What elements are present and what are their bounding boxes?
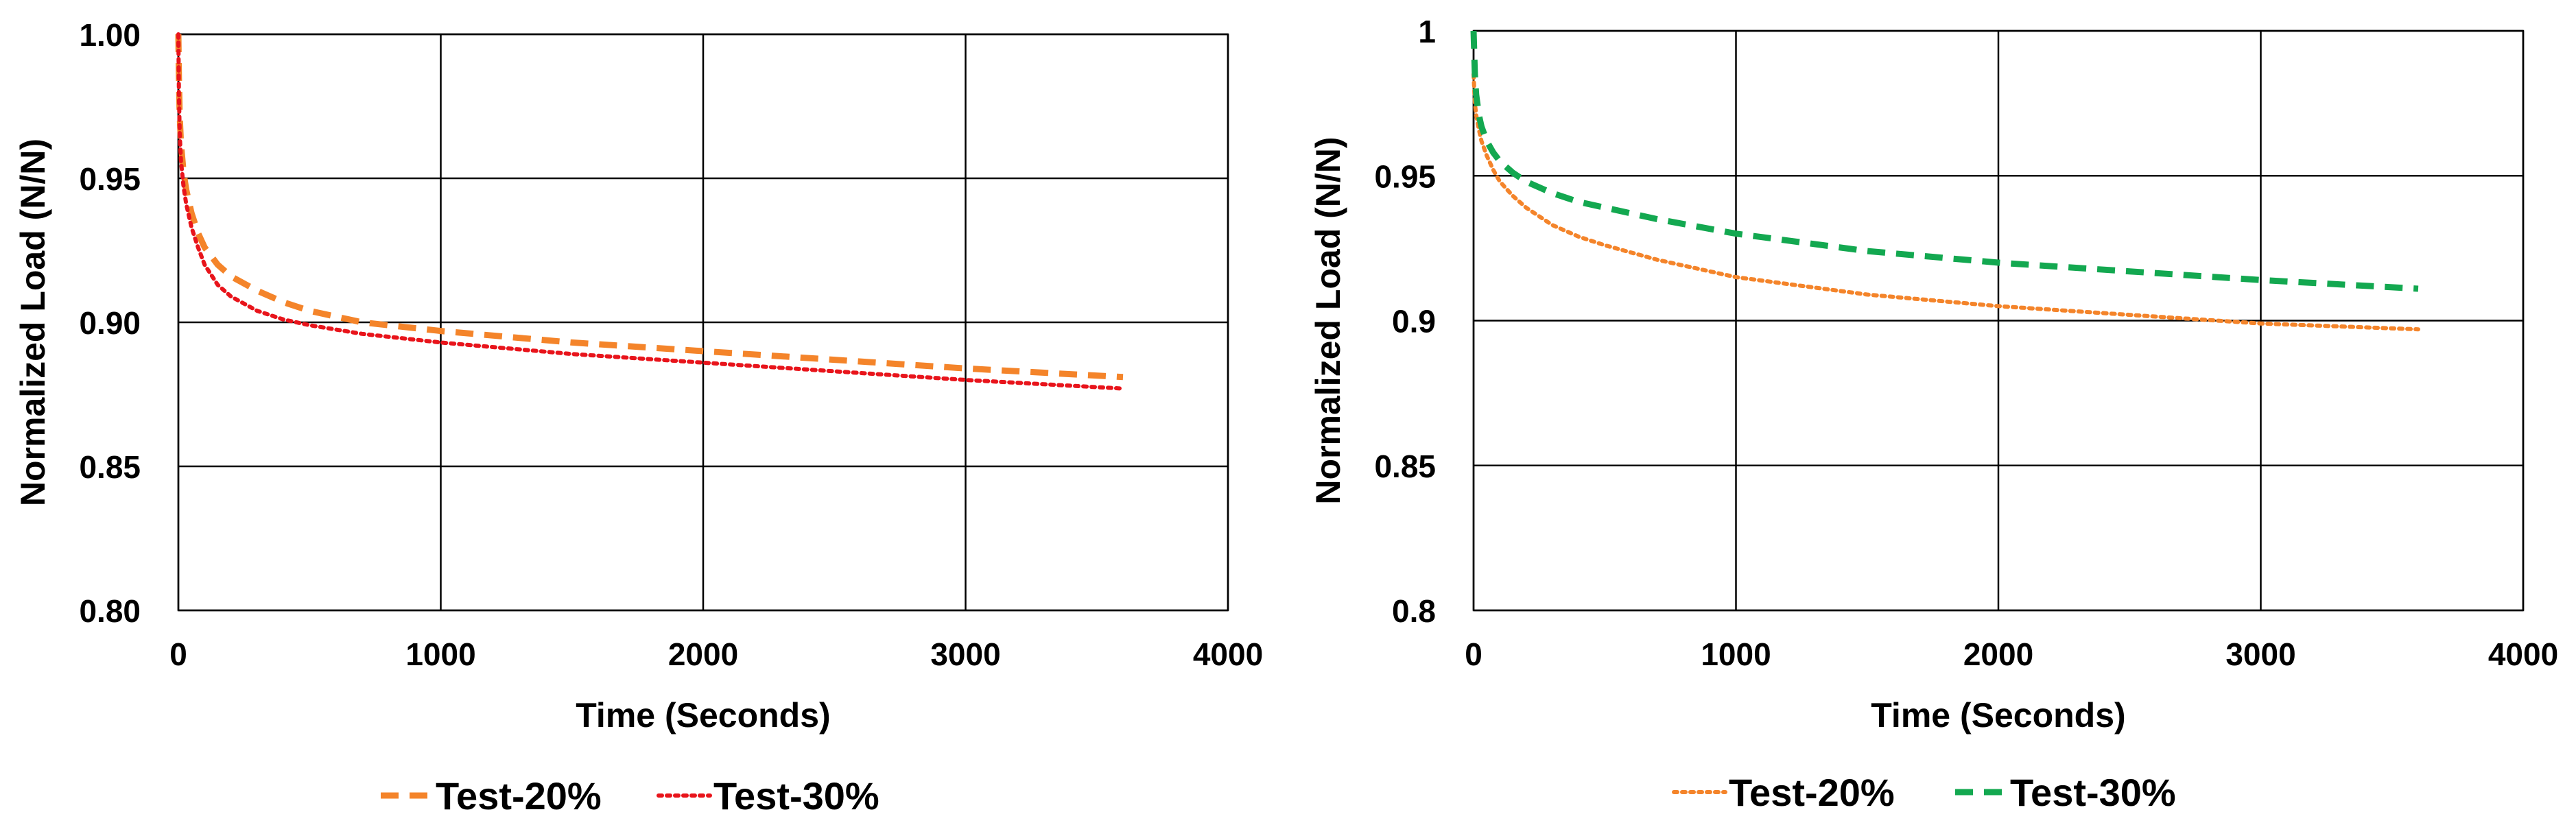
legend-label: Test-30% xyxy=(713,774,879,817)
y-tick-label: 0.85 xyxy=(79,449,141,485)
y-tick-label: 1.00 xyxy=(79,17,141,53)
x-tick-label: 4000 xyxy=(2488,636,2558,672)
x-axis-title: Time (Seconds) xyxy=(576,696,830,735)
y-tick-label: 0.8 xyxy=(1392,593,1436,629)
y-axis-title: Normalized Load (N/N) xyxy=(1309,136,1347,504)
x-tick-label: 3000 xyxy=(930,636,1000,672)
series-line-test-20- xyxy=(1472,72,2420,332)
legend-item: Test-30% xyxy=(1955,771,2176,814)
y-tick-label: 0.90 xyxy=(79,305,141,341)
y-tick-label: 0.80 xyxy=(79,593,141,629)
y-axis-title: Normalized Load (N/N) xyxy=(14,139,52,506)
legend-item: Test-20% xyxy=(381,774,602,817)
x-tick-label: 3000 xyxy=(2225,636,2295,672)
series-line-test-30- xyxy=(1470,30,2419,292)
legend-item: Test-20% xyxy=(1672,771,1895,814)
x-axis-title: Time (Seconds) xyxy=(1871,696,2125,735)
x-tick-label: 2000 xyxy=(668,636,738,672)
legend-label: Test-20% xyxy=(1729,771,1895,814)
x-tick-label: 4000 xyxy=(1193,636,1263,672)
x-tick-label: 1000 xyxy=(405,636,475,672)
chart-panel-1: 0 1000 2000 3000 4000 0.80 0.85 0.90 0.95 1.00 Tim… xyxy=(14,17,1263,817)
x-tick-label: 2000 xyxy=(1963,636,2033,672)
series-line-test-30- xyxy=(176,32,1125,391)
y-tick-label: 0.95 xyxy=(1374,158,1436,194)
y-tick-label: 0.95 xyxy=(79,161,141,197)
legend-label: Test-20% xyxy=(436,774,602,817)
legend-item: Test-30% xyxy=(657,774,879,817)
legend-label: Test-30% xyxy=(2010,771,2176,814)
y-tick-label: 0.85 xyxy=(1374,449,1436,484)
x-tick-label: 1000 xyxy=(1701,636,1771,672)
chart-panel-2: 0 1000 2000 3000 4000 0.8 0.85 0.9 0.95 1 Time (Se… xyxy=(1309,14,2558,814)
plot-area-frame xyxy=(177,33,1229,612)
x-tick-label: 0 xyxy=(1465,636,1482,672)
plot-area-frame xyxy=(1472,29,2525,612)
y-tick-label: 1 xyxy=(1418,14,1436,49)
x-tick-label: 0 xyxy=(169,636,187,672)
y-tick-label: 0.9 xyxy=(1392,304,1436,339)
